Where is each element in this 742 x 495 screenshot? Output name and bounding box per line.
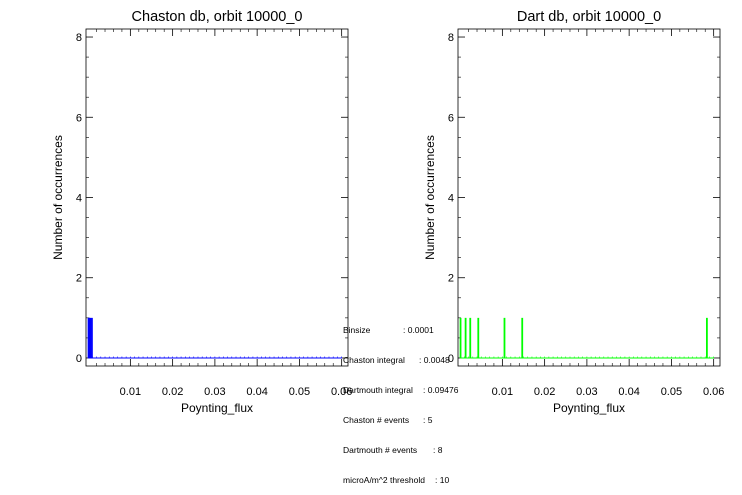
y-tick-label: 8 <box>448 32 454 44</box>
x-tick-label: 0.04 <box>618 386 639 398</box>
stat-label: Binsize <box>343 325 371 335</box>
stats-box: Binsize : 0.0001 Chaston integral : 0.0048… <box>343 305 458 495</box>
y-tick-label: 0 <box>76 353 82 365</box>
y-tick-label: 2 <box>448 273 454 285</box>
chart-title: Dart db, orbit 10000_0 <box>517 9 661 25</box>
y-tick-label: 6 <box>448 112 454 124</box>
y-tick-label: 0 <box>448 353 454 365</box>
x-tick-label: 0.06 <box>703 386 724 398</box>
x-tick-label: 0.03 <box>204 386 225 398</box>
x-tick-label: 0.02 <box>162 386 183 398</box>
stat-label: Dartmouth integral <box>343 385 413 395</box>
y-axis-label: Number of occurrences <box>51 135 65 260</box>
stat-chaston-integral: Chaston integral : 0.0048 <box>343 355 458 365</box>
x-axis-label: Poynting_flux <box>553 401 625 415</box>
x-tick-label: 0.01 <box>492 386 513 398</box>
stat-binsize: Binsize : 0.0001 <box>343 325 458 335</box>
x-tick-label: 0.06 <box>331 386 352 398</box>
y-tick-label: 6 <box>76 112 82 124</box>
y-tick-label: 4 <box>448 193 454 205</box>
y-tick-label: 2 <box>76 273 82 285</box>
stat-label: microA/m^2 threshold <box>343 475 425 485</box>
x-tick-label: 0.01 <box>120 386 141 398</box>
stat-value: : 0.0048 <box>419 355 450 365</box>
y-axis-label: Number of occurrences <box>423 135 437 260</box>
x-tick-label: 0.04 <box>246 386 267 398</box>
x-tick-label: 0.03 <box>576 386 597 398</box>
stat-value: : 0.0001 <box>403 325 434 335</box>
stat-value: : 0.09476 <box>423 385 459 395</box>
stat-label: Chaston integral <box>343 355 405 365</box>
x-tick-label: 0.05 <box>661 386 682 398</box>
figure: Chaston db, orbit 10000_0 Poynting_flux Nu… <box>51 9 724 415</box>
chart-title: Chaston db, orbit 10000_0 <box>132 9 303 25</box>
stat-dartmouth-events: Dartmouth # events : 8 <box>343 445 458 455</box>
x-axis-label: Poynting_flux <box>181 401 253 415</box>
y-tick-label: 4 <box>76 193 82 205</box>
plot-frame <box>457 28 721 367</box>
stat-value: : 10 <box>435 475 450 485</box>
stat-threshold: microA/m^2 threshold : 10 <box>343 475 458 485</box>
stat-dartmouth-integral: Dartmouth integral : 0.09476 <box>343 385 458 395</box>
stat-label: Dartmouth # events <box>343 445 418 455</box>
y-tick-label: 8 <box>76 32 82 44</box>
stat-value: : 8 <box>433 445 443 455</box>
plot-frame <box>85 28 349 367</box>
x-tick-label: 0.02 <box>534 386 555 398</box>
x-tick-label: 0.05 <box>289 386 310 398</box>
